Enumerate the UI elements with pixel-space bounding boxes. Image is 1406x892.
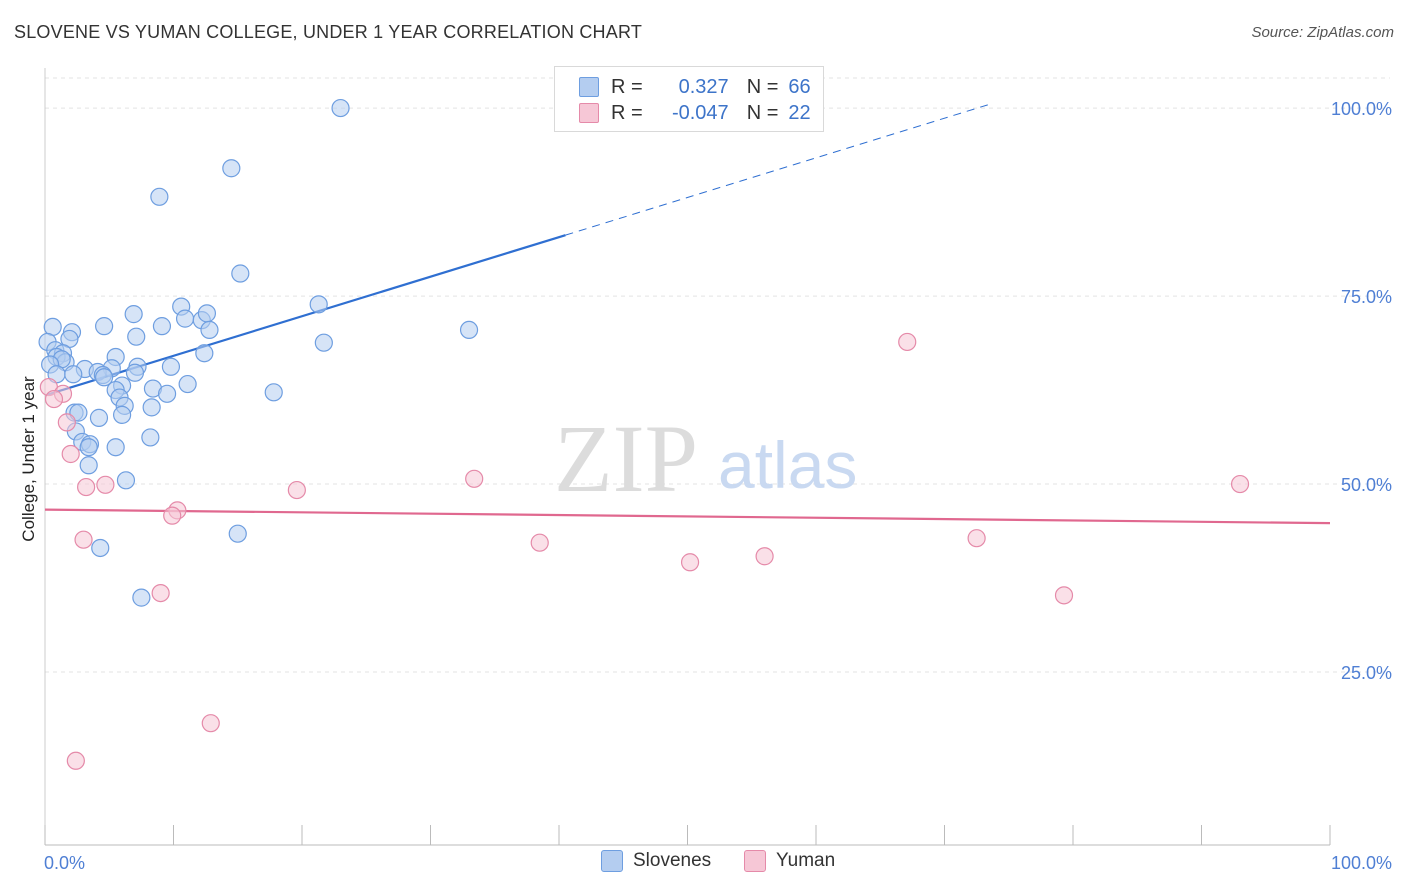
slovenes-point — [89, 408, 109, 427]
slovenes-trend-extension — [565, 103, 990, 236]
legend-swatch-slovenes — [579, 77, 599, 97]
yuman-point — [898, 332, 917, 352]
yuman-point — [44, 389, 64, 409]
slovenes-point — [106, 438, 125, 457]
legend-n-label: N = — [746, 101, 779, 124]
chart-title: SLOVENE VS YUMAN COLLEGE, UNDER 1 YEAR C… — [14, 22, 643, 42]
yuman-point — [530, 533, 549, 552]
yuman-point — [96, 475, 115, 494]
legend-row-slovenes: R = 0.327 N = 66 — [555, 73, 811, 101]
legend-r-label: R = — [611, 75, 643, 98]
slovenes-point — [264, 383, 283, 402]
yuman-point — [61, 444, 80, 464]
legend-swatch-yuman — [579, 103, 599, 123]
y-axis-label: College, Under 1 year — [19, 376, 38, 542]
legend-n-value: 66 — [788, 75, 811, 98]
yuman-point — [1230, 474, 1250, 494]
slovenes-point — [178, 374, 197, 394]
series-label-slovenes: Slovenes — [633, 850, 712, 871]
slovenes-point — [141, 428, 160, 447]
slovenes-point — [95, 317, 114, 336]
watermark: ZIP atlas — [554, 405, 857, 512]
slovenes-point — [157, 384, 177, 403]
yuman-point — [151, 583, 170, 603]
slovenes-point — [161, 357, 181, 376]
slovenes-point — [150, 187, 169, 206]
slovenes-point — [175, 309, 195, 328]
slovenes-point — [200, 320, 219, 340]
legend-n-label: N = — [746, 75, 779, 98]
slovenes-point — [124, 305, 143, 324]
watermark-atlas: atlas — [718, 428, 857, 502]
legend-row-yuman: R = -0.047 N = 22 — [555, 99, 811, 127]
series-label-yuman: Yuman — [776, 850, 836, 871]
x-tick-label-start: 0.0% — [44, 853, 85, 873]
yuman-point — [74, 530, 93, 549]
yuman-point — [967, 529, 986, 548]
slovenes-point — [132, 588, 151, 607]
series-swatch-slovenes — [601, 850, 623, 872]
series-legend: Slovenes Yuman — [0, 850, 1406, 878]
y-tick-label: 25.0% — [1341, 663, 1392, 683]
slovenes-point — [152, 317, 172, 336]
slovenes-point — [69, 403, 88, 422]
slovenes-point — [142, 398, 161, 417]
slovenes-point — [43, 317, 62, 336]
yuman-point — [1054, 586, 1074, 605]
yuman-point — [163, 506, 182, 525]
yuman-point — [201, 714, 220, 733]
slovenes-point — [228, 524, 247, 543]
slovenes-point — [116, 471, 136, 490]
slovenes-point — [79, 438, 98, 457]
correlation-legend: R = 0.327 N = 66 R = -0.047 N = 22 — [554, 66, 824, 132]
series-swatch-yuman — [744, 850, 766, 872]
yuman-point — [57, 413, 76, 432]
yuman-point — [680, 553, 700, 572]
slovenes-point — [79, 456, 98, 475]
slovenes-point — [112, 405, 132, 424]
slovenes-point — [195, 344, 214, 363]
slovenes-point — [309, 295, 328, 314]
slovenes-point — [127, 327, 146, 346]
yuman-point — [755, 547, 774, 566]
slovenes-point — [331, 98, 350, 118]
y-tick-label: 75.0% — [1341, 287, 1392, 307]
yuman-trend-line — [44, 508, 1331, 525]
slovenes-point — [125, 363, 145, 382]
slovenes-point — [197, 304, 217, 323]
yuman-point — [287, 480, 306, 500]
yuman-point — [66, 751, 85, 770]
yuman-point — [465, 469, 484, 488]
legend-r-label: R = — [611, 101, 643, 124]
chart-source: Source: ZipAtlas.com — [1251, 24, 1394, 41]
axes — [44, 68, 1331, 846]
y-tick-label: 50.0% — [1341, 475, 1392, 495]
series-legend-yuman: Yuman — [744, 850, 835, 872]
slovenes-point — [91, 538, 110, 558]
legend-r-value: -0.047 — [671, 101, 729, 124]
yuman-point — [77, 477, 96, 497]
slovenes-point — [95, 368, 114, 387]
grid-lines — [45, 77, 1390, 673]
slovenes-point — [459, 320, 479, 340]
series-legend-slovenes: Slovenes — [601, 850, 711, 872]
legend-r-value: 0.327 — [678, 75, 729, 98]
slovenes-point — [222, 159, 241, 178]
legend-n-value: 22 — [788, 101, 811, 124]
x-tick-label-end: 100.0% — [1331, 853, 1392, 873]
y-tick-label: 100.0% — [1331, 99, 1392, 119]
tick-labels: 25.0% 50.0% 75.0% 100.0% 0.0% 100.0% — [44, 99, 1392, 873]
slovenes-point — [231, 264, 250, 283]
data-points — [38, 98, 1250, 770]
slovenes-point — [64, 365, 83, 384]
watermark-zip: ZIP — [554, 405, 698, 512]
slovenes-point — [314, 333, 333, 352]
